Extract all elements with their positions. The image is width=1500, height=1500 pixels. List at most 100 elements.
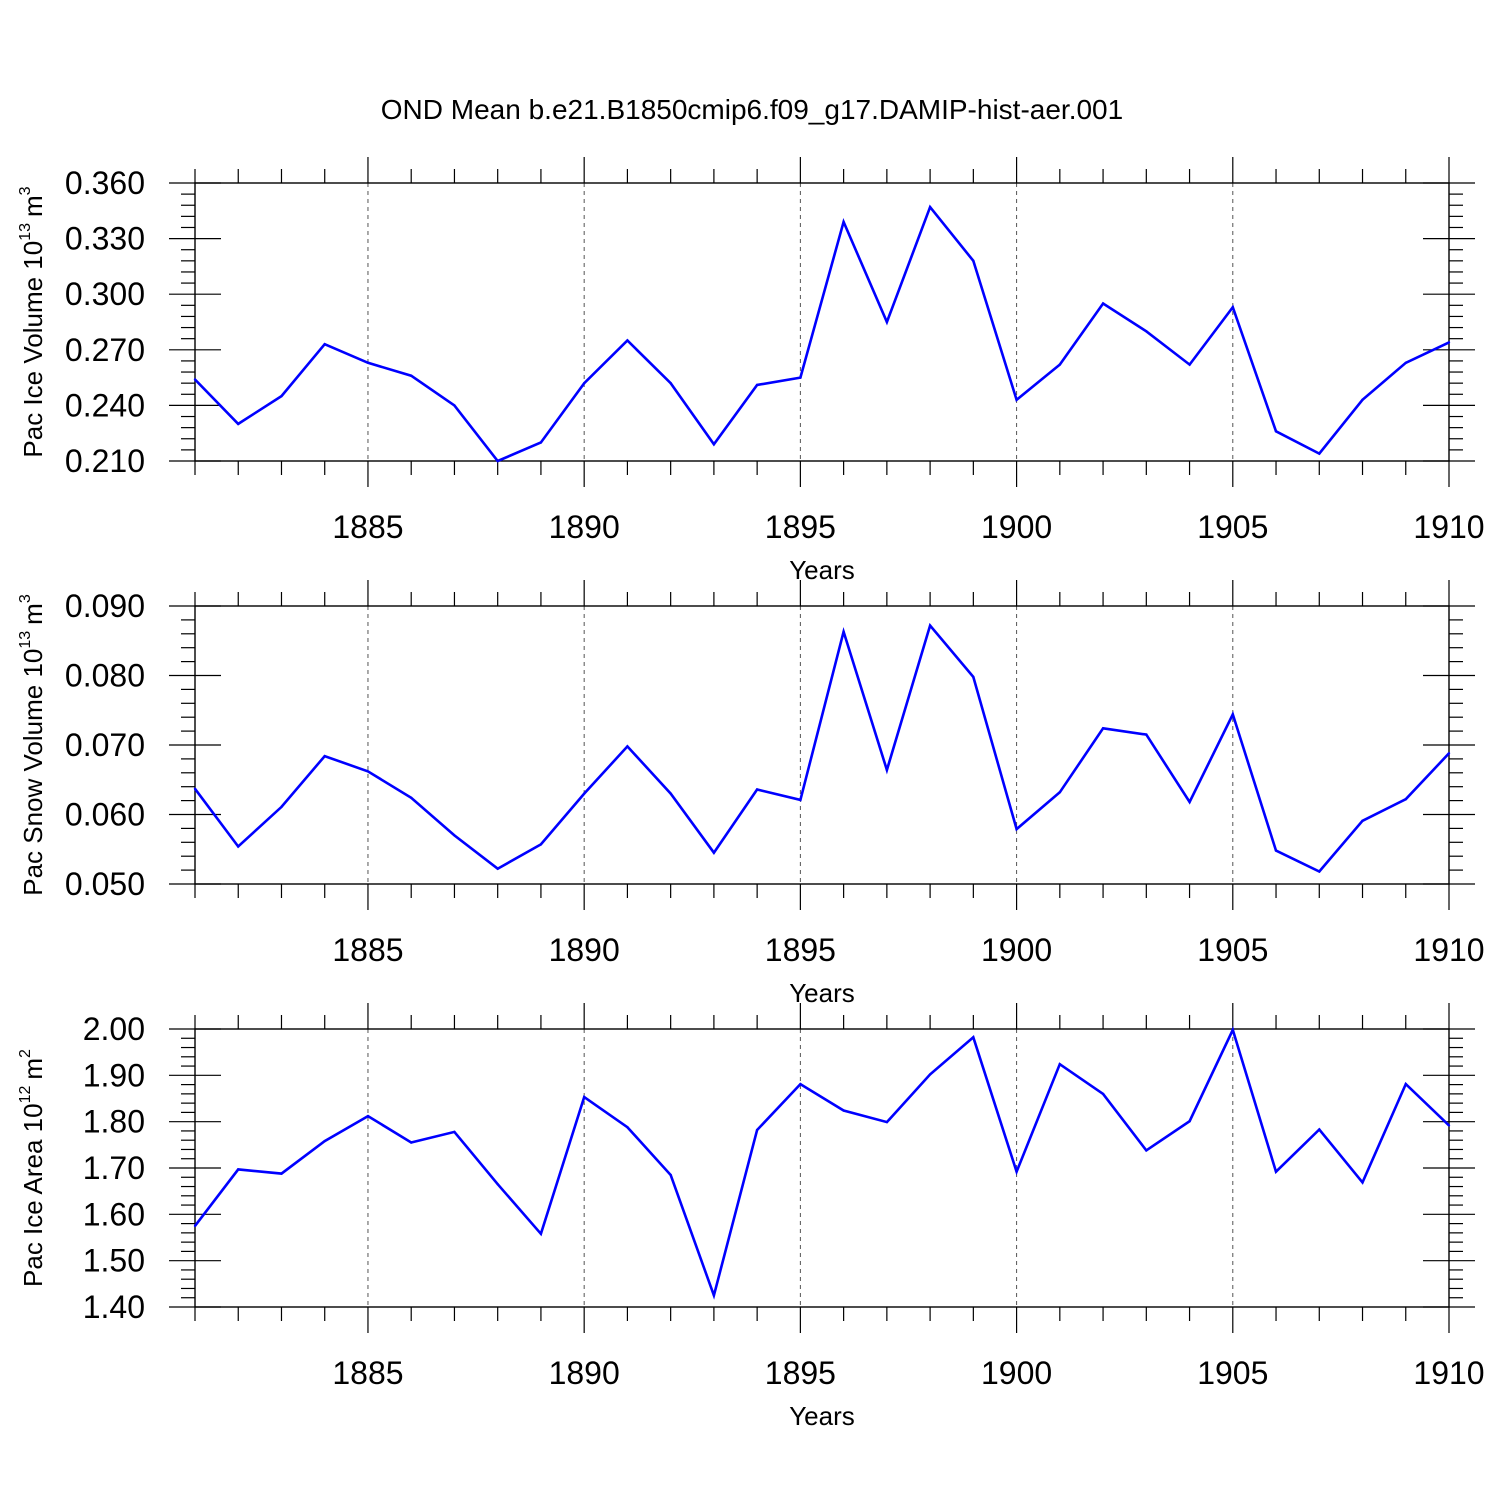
data-point <box>1015 398 1018 401</box>
y-axis-label-exponent: 12 <box>17 1086 34 1104</box>
data-point <box>928 1073 932 1076</box>
y-axis-label: Pac Snow Volume 1013 m3 <box>17 594 48 896</box>
y-axis-label-unit-exponent: 3 <box>17 594 34 603</box>
plot-frame <box>194 182 1450 462</box>
y-tick-label: 0.090 <box>65 588 145 624</box>
data-point <box>755 788 759 791</box>
data-point <box>280 1172 283 1175</box>
x-tick-label: 1890 <box>549 1355 620 1391</box>
x-tick-label: 1905 <box>1197 932 1268 968</box>
data-point <box>366 770 370 773</box>
data-point <box>496 459 499 463</box>
panel-2: 1885 1890 1895 1900 1905 1910 Years 0.050 0.060 0… <box>17 580 1485 1008</box>
data-point <box>1058 1063 1062 1066</box>
data-point <box>712 1294 716 1297</box>
chart-title: OND Mean b.e21.B1850cmip6.f09_g17.DAMIP-… <box>381 94 1123 125</box>
x-axis-label: Years <box>789 1401 855 1431</box>
y-axis-label-exponent: 13 <box>17 631 34 649</box>
plot-frame <box>194 1028 1450 1308</box>
data-point <box>1274 1170 1278 1173</box>
data-point <box>410 796 413 799</box>
x-tick-label: 1910 <box>1413 509 1484 545</box>
data-point <box>1274 430 1278 433</box>
data-point <box>626 339 629 342</box>
data-point <box>410 374 413 377</box>
data-point <box>237 845 240 848</box>
y-tick-label: 0.080 <box>65 658 145 694</box>
y-tick-label: 0.300 <box>65 276 145 312</box>
y-axis-label: Pac Ice Area 1012 m2 <box>17 1049 48 1287</box>
y-tick-label: 1.50 <box>83 1243 145 1279</box>
data-point <box>626 1126 629 1129</box>
data-point <box>583 1095 586 1099</box>
y-tick-label: 0.330 <box>65 221 145 257</box>
data-point <box>1145 733 1148 736</box>
x-tick-label: 1890 <box>549 932 620 968</box>
data-point <box>885 768 889 772</box>
series-line <box>194 204 1450 463</box>
y-axis-label-text: Pac Snow Volume 10 <box>18 649 48 896</box>
y-tick-label: 1.60 <box>83 1196 145 1232</box>
data-point <box>366 361 370 364</box>
data-point <box>626 745 629 748</box>
y-tick-label: 1.40 <box>83 1289 145 1325</box>
y-tick-label: 1.70 <box>83 1150 145 1186</box>
data-point <box>799 798 802 802</box>
plot-frame <box>194 605 1450 885</box>
y-tick-label: 0.060 <box>65 797 145 833</box>
data-point <box>453 1130 456 1134</box>
data-point <box>237 422 240 426</box>
data-point <box>496 1183 499 1186</box>
x-tick-label: 1900 <box>981 1355 1052 1391</box>
data-point <box>755 1128 759 1132</box>
panel-3: 1885 1890 1895 1900 1905 1910 Years 1.40 1.50 1.6… <box>17 1003 1485 1431</box>
data-point <box>1188 1120 1191 1123</box>
data-point <box>323 1139 326 1143</box>
y-tick-label: 0.210 <box>65 443 145 479</box>
y-tick-label: 0.240 <box>65 387 145 423</box>
data-point <box>193 378 197 381</box>
data-point <box>842 220 845 224</box>
data-point <box>1404 1082 1408 1086</box>
y-axis-label-text: Pac Ice Volume 10 <box>18 241 48 458</box>
y-tick-label: 0.360 <box>65 165 145 201</box>
data-point <box>1361 819 1364 822</box>
data-point <box>928 205 932 209</box>
data-point <box>1145 1149 1148 1152</box>
data-point <box>366 1114 370 1118</box>
data-point <box>1231 713 1235 716</box>
y-axis-label-unit-exponent: 3 <box>17 186 34 195</box>
data-point <box>539 441 543 444</box>
data-point <box>799 376 802 379</box>
x-tick-label: 1910 <box>1413 1355 1484 1391</box>
data-point <box>1274 849 1278 852</box>
data-point <box>583 792 586 795</box>
data-point <box>323 754 326 758</box>
y-axis-label: Pac Ice Volume 1013 m3 <box>17 186 48 457</box>
data-point <box>539 1232 543 1236</box>
data-point <box>842 1109 845 1112</box>
y-tick-label: 0.050 <box>65 866 145 902</box>
x-tick-label: 1890 <box>549 509 620 545</box>
data-point <box>1318 870 1321 873</box>
x-axis-label: Years <box>789 978 855 1008</box>
data-point <box>1361 1181 1364 1184</box>
data-point <box>669 1173 672 1177</box>
data-point <box>1231 306 1235 309</box>
data-point <box>323 343 326 346</box>
data-point <box>453 404 456 407</box>
data-point <box>669 792 672 795</box>
data-point <box>1188 363 1191 366</box>
data-point <box>1058 791 1062 794</box>
x-axis-label: Years <box>789 555 855 585</box>
data-point <box>842 630 845 633</box>
x-tick-label: 1895 <box>765 509 836 545</box>
y-tick-label: 1.80 <box>83 1104 145 1140</box>
data-point <box>885 320 889 324</box>
y-tick-label: 2.00 <box>83 1011 145 1047</box>
data-point <box>1188 800 1191 804</box>
y-tick-label: 1.90 <box>83 1057 145 1093</box>
data-point <box>1404 361 1408 364</box>
data-point <box>583 382 586 385</box>
data-point <box>1447 752 1451 755</box>
